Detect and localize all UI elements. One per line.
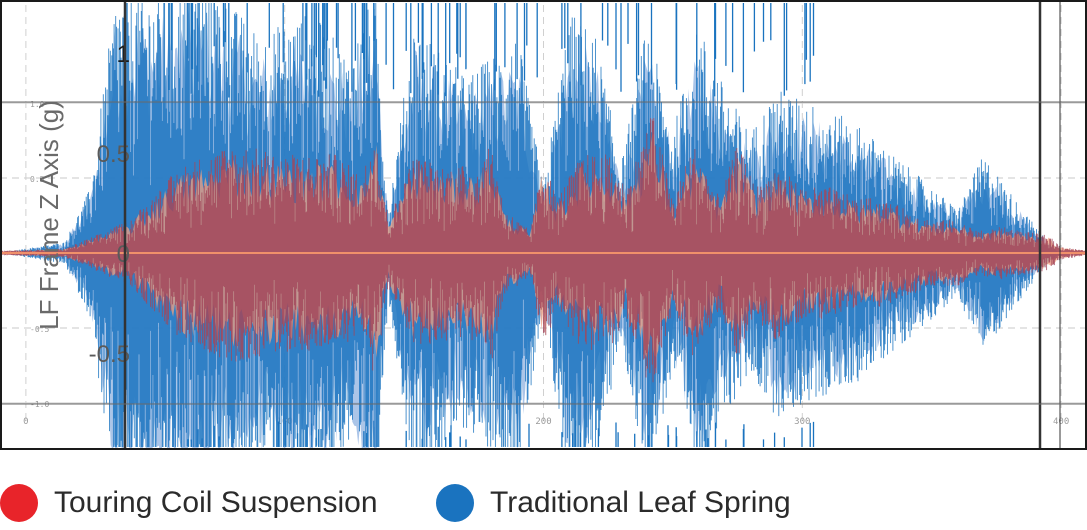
legend: Touring Coil Suspension Traditional Leaf… bbox=[0, 480, 1087, 530]
y-tick-label: 1 bbox=[117, 41, 130, 68]
chart-border bbox=[0, 0, 1087, 450]
legend-item-leaf-spring: Traditional Leaf Spring bbox=[436, 484, 791, 522]
legend-swatch-blue bbox=[436, 484, 474, 522]
axes: 1 0.5 0 -0.5 bbox=[0, 0, 1087, 450]
legend-label-touring-coil: Touring Coil Suspension bbox=[54, 486, 378, 519]
x-tick-label: 0 bbox=[23, 417, 28, 427]
clipped-peaks bbox=[168, 3, 815, 447]
y-tick-label: 0 bbox=[117, 241, 130, 268]
bg-y-tick-label: -0.5 bbox=[30, 325, 49, 334]
chart-area: 1.00.50.0-0.5-1.00100200300400 10.50-0.5… bbox=[0, 0, 1087, 450]
x-tick-label: 300 bbox=[794, 417, 810, 427]
x-tick-label: 200 bbox=[535, 417, 551, 427]
bg-y-tick-label: 1.0 bbox=[30, 100, 45, 109]
y-axis-label: LF Frame Z Axis (g) bbox=[34, 100, 64, 330]
bg-y-tick-label: 0.5 bbox=[30, 175, 45, 184]
legend-label-leaf-spring: Traditional Leaf Spring bbox=[490, 486, 791, 519]
legend-swatch-red bbox=[0, 484, 38, 522]
x-tick-label: 400 bbox=[1053, 417, 1069, 427]
legend-item-touring-coil: Touring Coil Suspension bbox=[0, 484, 378, 522]
y-tick-label: -0.5 bbox=[89, 341, 130, 368]
